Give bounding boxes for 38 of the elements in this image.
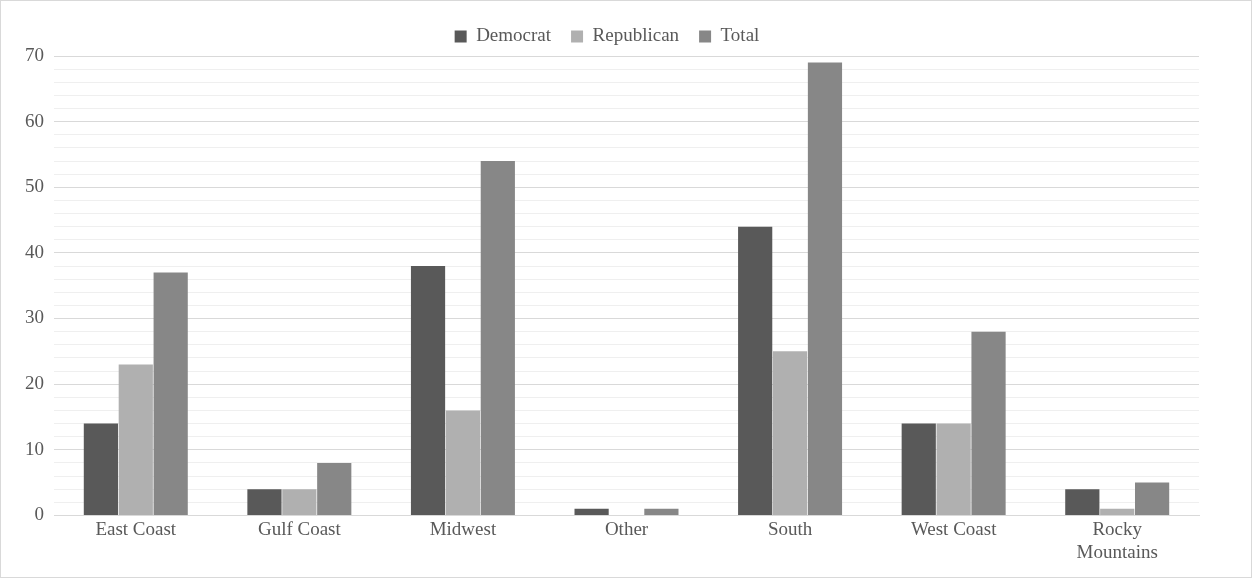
y-tick-label: 40 xyxy=(25,240,44,262)
x-tick-label: Rocky Mountains xyxy=(1076,517,1158,562)
x-tick-label: Gulf Coast xyxy=(257,517,342,539)
y-tick-label: 70 xyxy=(25,43,44,65)
bar xyxy=(83,423,118,515)
y-tick-label: 60 xyxy=(25,109,44,131)
bar xyxy=(445,410,481,515)
bar xyxy=(410,266,446,515)
bar xyxy=(1135,482,1170,515)
bar xyxy=(1065,489,1100,515)
bar xyxy=(807,62,843,515)
bar xyxy=(480,161,515,515)
bar xyxy=(936,423,971,515)
bar xyxy=(772,351,808,515)
legend-label: Republican xyxy=(592,24,680,46)
bar xyxy=(153,272,188,515)
x-tick-label: South xyxy=(767,517,813,539)
bar xyxy=(1100,508,1135,515)
bar xyxy=(738,226,773,515)
y-tick-label: 30 xyxy=(25,306,44,328)
bar xyxy=(247,489,282,515)
y-tick-label: 20 xyxy=(25,372,44,394)
x-tick-label: Midwest xyxy=(429,517,497,539)
y-tick-label: 10 xyxy=(25,437,44,459)
x-tick-label: Other xyxy=(604,517,649,539)
bar xyxy=(317,462,352,515)
y-tick-label: 50 xyxy=(25,175,44,197)
legend-label: Total xyxy=(720,24,760,46)
x-tick-label: West Coast xyxy=(910,517,998,539)
bar xyxy=(118,364,153,515)
bar xyxy=(971,331,1006,515)
bar xyxy=(574,508,609,515)
bar xyxy=(644,508,679,515)
bar xyxy=(282,489,317,515)
legend-label: Democrat xyxy=(476,24,552,46)
y-tick-label: 0 xyxy=(34,503,44,525)
bar xyxy=(901,423,936,515)
x-tick-label: East Coast xyxy=(95,517,177,539)
